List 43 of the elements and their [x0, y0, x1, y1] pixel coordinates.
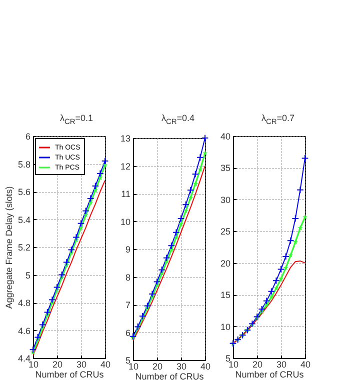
- x-axis-title: Number of CRUs: [235, 369, 304, 380]
- x-tick-label: 10: [228, 359, 239, 370]
- y-tick-label: 5: [125, 355, 130, 366]
- y-tick-label: 9: [125, 244, 130, 254]
- y-tick-label: 40: [220, 131, 230, 142]
- y-tick-label: 8: [125, 272, 130, 282]
- y-tick-label: 11: [121, 188, 130, 199]
- x-tick-label: 20: [152, 361, 163, 372]
- x-tick-label: 20: [252, 359, 263, 370]
- y-tick-label: 4.4: [18, 353, 30, 364]
- chart-title: λ$_{CR}$=0.1: [58, 112, 94, 128]
- x-tick-label: 40: [100, 359, 111, 370]
- x-tick-label: 30: [176, 361, 187, 372]
- x-tick-label: 40: [300, 359, 311, 370]
- y-tick-label: 12: [120, 161, 130, 172]
- y-tick-label: 5: [25, 270, 30, 280]
- y-tick-label: 25: [220, 226, 230, 236]
- chart-title: λ$_{CR}$=0.4: [160, 112, 196, 128]
- y-tick-label: 15: [220, 290, 230, 300]
- x-tick-label: 30: [76, 359, 87, 370]
- y-tick-label: 6: [25, 131, 30, 142]
- y-tick-label: 35: [220, 163, 230, 174]
- y-tick-label: 5.6: [18, 186, 30, 197]
- x-tick-label: 40: [200, 361, 211, 372]
- y-tick-label: 30: [220, 194, 230, 205]
- y-tick-label: 5: [225, 353, 230, 364]
- y-tick-label: 20: [220, 258, 230, 268]
- y-tick-label: 5.4: [18, 214, 30, 225]
- x-axis-title: Number of CRUs: [135, 371, 204, 382]
- y-axis-title: Aggregate Frame Delay (slots): [4, 186, 14, 309]
- y-tick-label: 5.8: [18, 159, 30, 170]
- x-axis-title: Number of CRUs: [35, 369, 104, 380]
- y-tick-label: 4.8: [18, 298, 30, 308]
- y-tick-label: 10: [120, 216, 130, 227]
- x-tick-label: 20: [52, 359, 63, 370]
- chart-title: λ$_{CR}$=0.7: [260, 112, 296, 128]
- y-tick-label: 6: [125, 328, 130, 338]
- y-tick-label: 10: [220, 322, 230, 332]
- y-tick-label: 7: [125, 300, 130, 310]
- y-tick-label: 5.2: [18, 242, 30, 252]
- y-tick-label: 4.6: [18, 326, 30, 336]
- x-tick-label: 30: [276, 359, 287, 370]
- y-tick-label: 13: [120, 133, 130, 144]
